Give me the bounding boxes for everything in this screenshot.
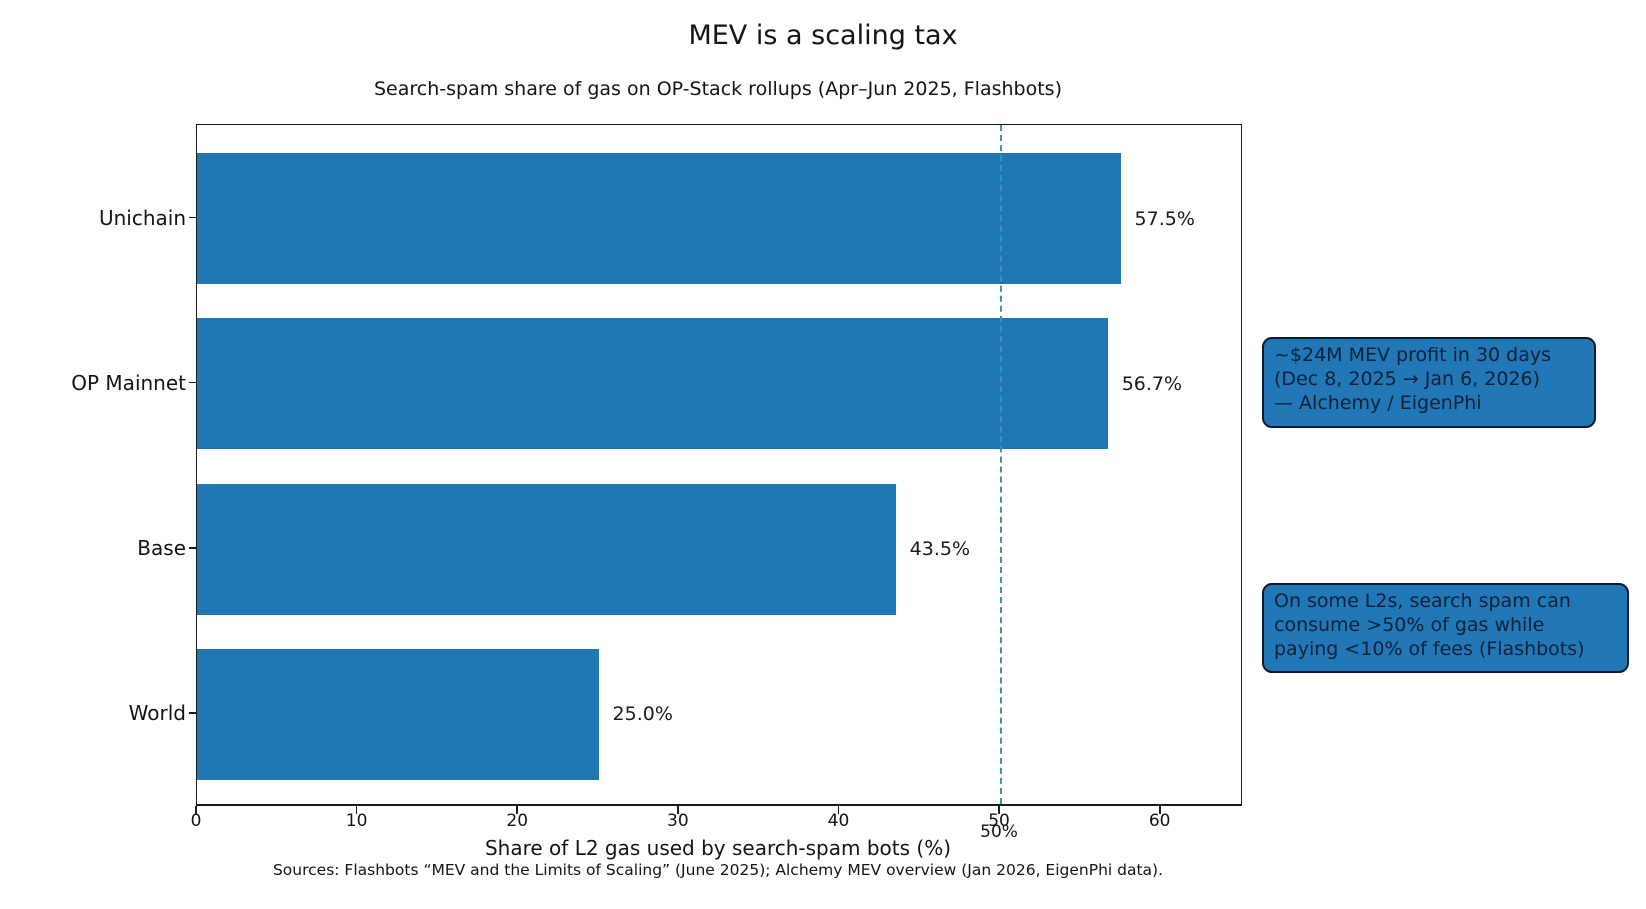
bar-value-label-base: 43.5% xyxy=(909,538,971,561)
y-tick-label-world: World xyxy=(128,701,186,726)
bar-value-label-world: 25.0% xyxy=(612,703,673,726)
x-axis-tick xyxy=(1158,806,1161,814)
bar-base xyxy=(197,483,896,615)
x-axis-tick xyxy=(516,806,519,814)
x-axis-tick xyxy=(676,806,679,814)
reference-line-50pct xyxy=(1000,125,1003,804)
x-tick-label-50: 50 xyxy=(988,811,1010,831)
plot-area: 57.5% 56.7% 43.5% 25.0% xyxy=(196,124,1242,806)
chart-subtitle: Search-spam share of gas on OP-Stack rol… xyxy=(374,78,1062,100)
y-axis-tick xyxy=(189,712,196,715)
x-axis-tick xyxy=(355,806,358,814)
y-tick-label-base: Base xyxy=(137,536,186,561)
bar-value-label-op-mainnet: 56.7% xyxy=(1121,372,1183,395)
bar-unichain xyxy=(197,153,1121,284)
y-tick-label-unichain: Unichain xyxy=(98,205,186,230)
x-axis-tick xyxy=(998,806,1000,814)
figure-title: MEV is a scaling tax xyxy=(688,20,958,51)
x-tick-label-40: 40 xyxy=(827,811,850,831)
x-axis-label: Share of L2 gas used by search-spam bots… xyxy=(484,836,952,860)
x-axis-tick xyxy=(837,806,840,814)
x-axis-tick xyxy=(195,806,197,814)
annotation-box-spam-share: On some L2s, search spam can consume >50… xyxy=(1262,583,1629,673)
x-tick-label-60: 60 xyxy=(1148,811,1171,831)
x-tick-label-0: 0 xyxy=(190,811,202,831)
bar-value-label-unichain: 57.5% xyxy=(1134,207,1195,230)
y-tick-label-op-mainnet: OP Mainnet xyxy=(71,370,186,395)
annotation-box-mev-profit: ~$24M MEV profit in 30 days (Dec 8, 2025… xyxy=(1262,337,1596,428)
x-tick-label-20: 20 xyxy=(506,811,529,831)
reference-line-label: 50% xyxy=(980,822,1018,842)
sources-note: Sources: Flashbots “MEV and the Limits o… xyxy=(272,861,1164,879)
bar-op-mainnet xyxy=(197,318,1108,450)
y-axis-tick xyxy=(189,381,196,384)
x-tick-label-30: 30 xyxy=(667,811,689,831)
bar-world xyxy=(197,648,599,780)
x-tick-label-10: 10 xyxy=(345,811,368,831)
y-axis-tick xyxy=(189,547,196,549)
y-axis-tick xyxy=(189,216,196,219)
